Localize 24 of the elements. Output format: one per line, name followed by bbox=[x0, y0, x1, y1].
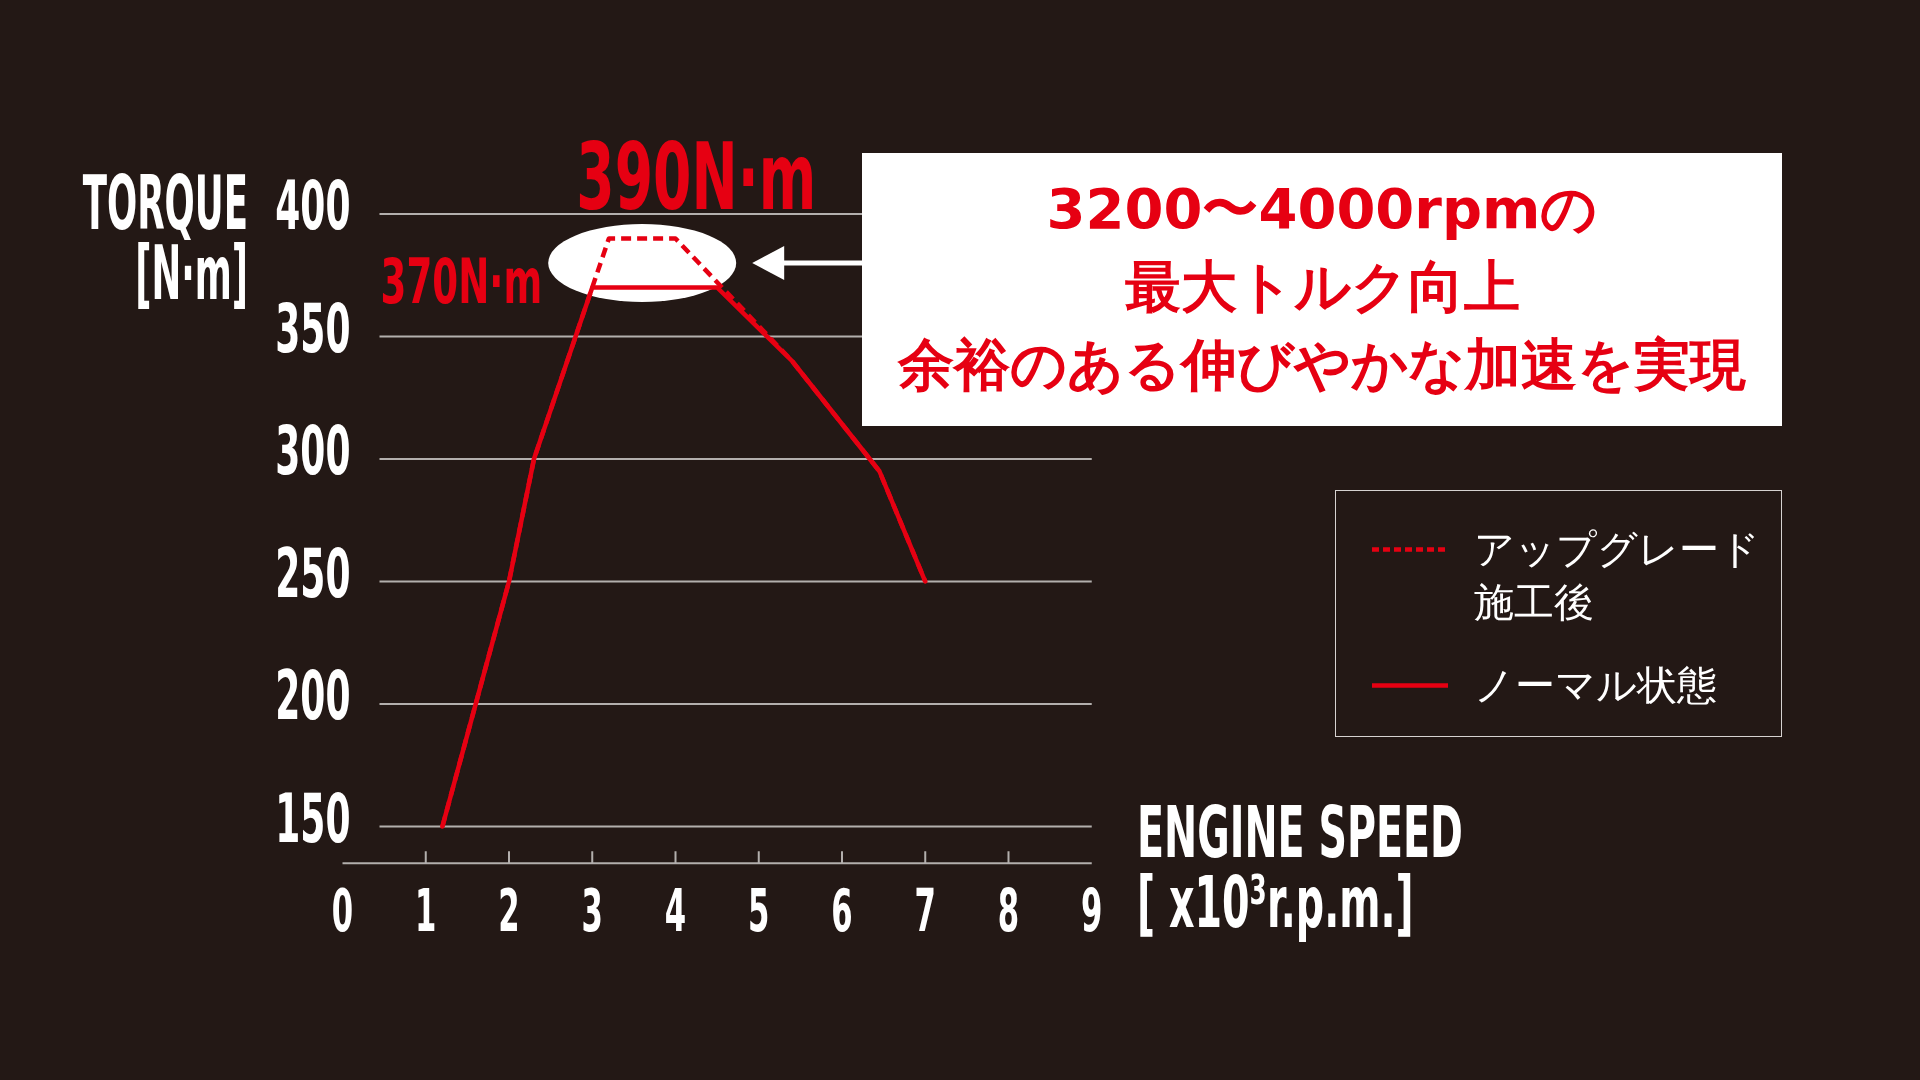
x-tick-label: 1 bbox=[415, 877, 437, 945]
annotation: 390N·m bbox=[576, 123, 817, 231]
x-tick-label: 0 bbox=[331, 877, 354, 945]
x-tick-label: 6 bbox=[831, 877, 853, 945]
x-tick-label: 9 bbox=[1081, 877, 1103, 945]
x-tick-label: 4 bbox=[664, 877, 687, 945]
annotation: 3200〜4000rpmの bbox=[1046, 176, 1598, 241]
y-tick-label: 350 bbox=[275, 287, 351, 368]
y-tick-label: 200 bbox=[275, 655, 351, 736]
y-axis-title: TORQUE [N·m] bbox=[82, 168, 248, 308]
y-tick-label: 400 bbox=[275, 165, 351, 246]
annotation: 370N·m bbox=[380, 245, 543, 318]
x-tick-label: 8 bbox=[997, 877, 1020, 945]
legend-label: アップグレード施工後 bbox=[1474, 525, 1761, 627]
x-tick-label: 3 bbox=[581, 877, 603, 945]
y-tick-label: 300 bbox=[275, 410, 351, 491]
x-tick-label: 7 bbox=[914, 877, 936, 945]
x-tick-label: 5 bbox=[748, 877, 770, 945]
y-tick-label: 250 bbox=[275, 532, 351, 613]
legend-label: ノーマル状態 bbox=[1474, 661, 1718, 710]
annotation: 最大トルク向上 bbox=[1124, 254, 1520, 319]
x-tick-label: 2 bbox=[498, 877, 520, 945]
y-tick-label: 150 bbox=[275, 777, 351, 858]
annotation: 余裕のある伸びやかな加速を実現 bbox=[898, 332, 1746, 397]
